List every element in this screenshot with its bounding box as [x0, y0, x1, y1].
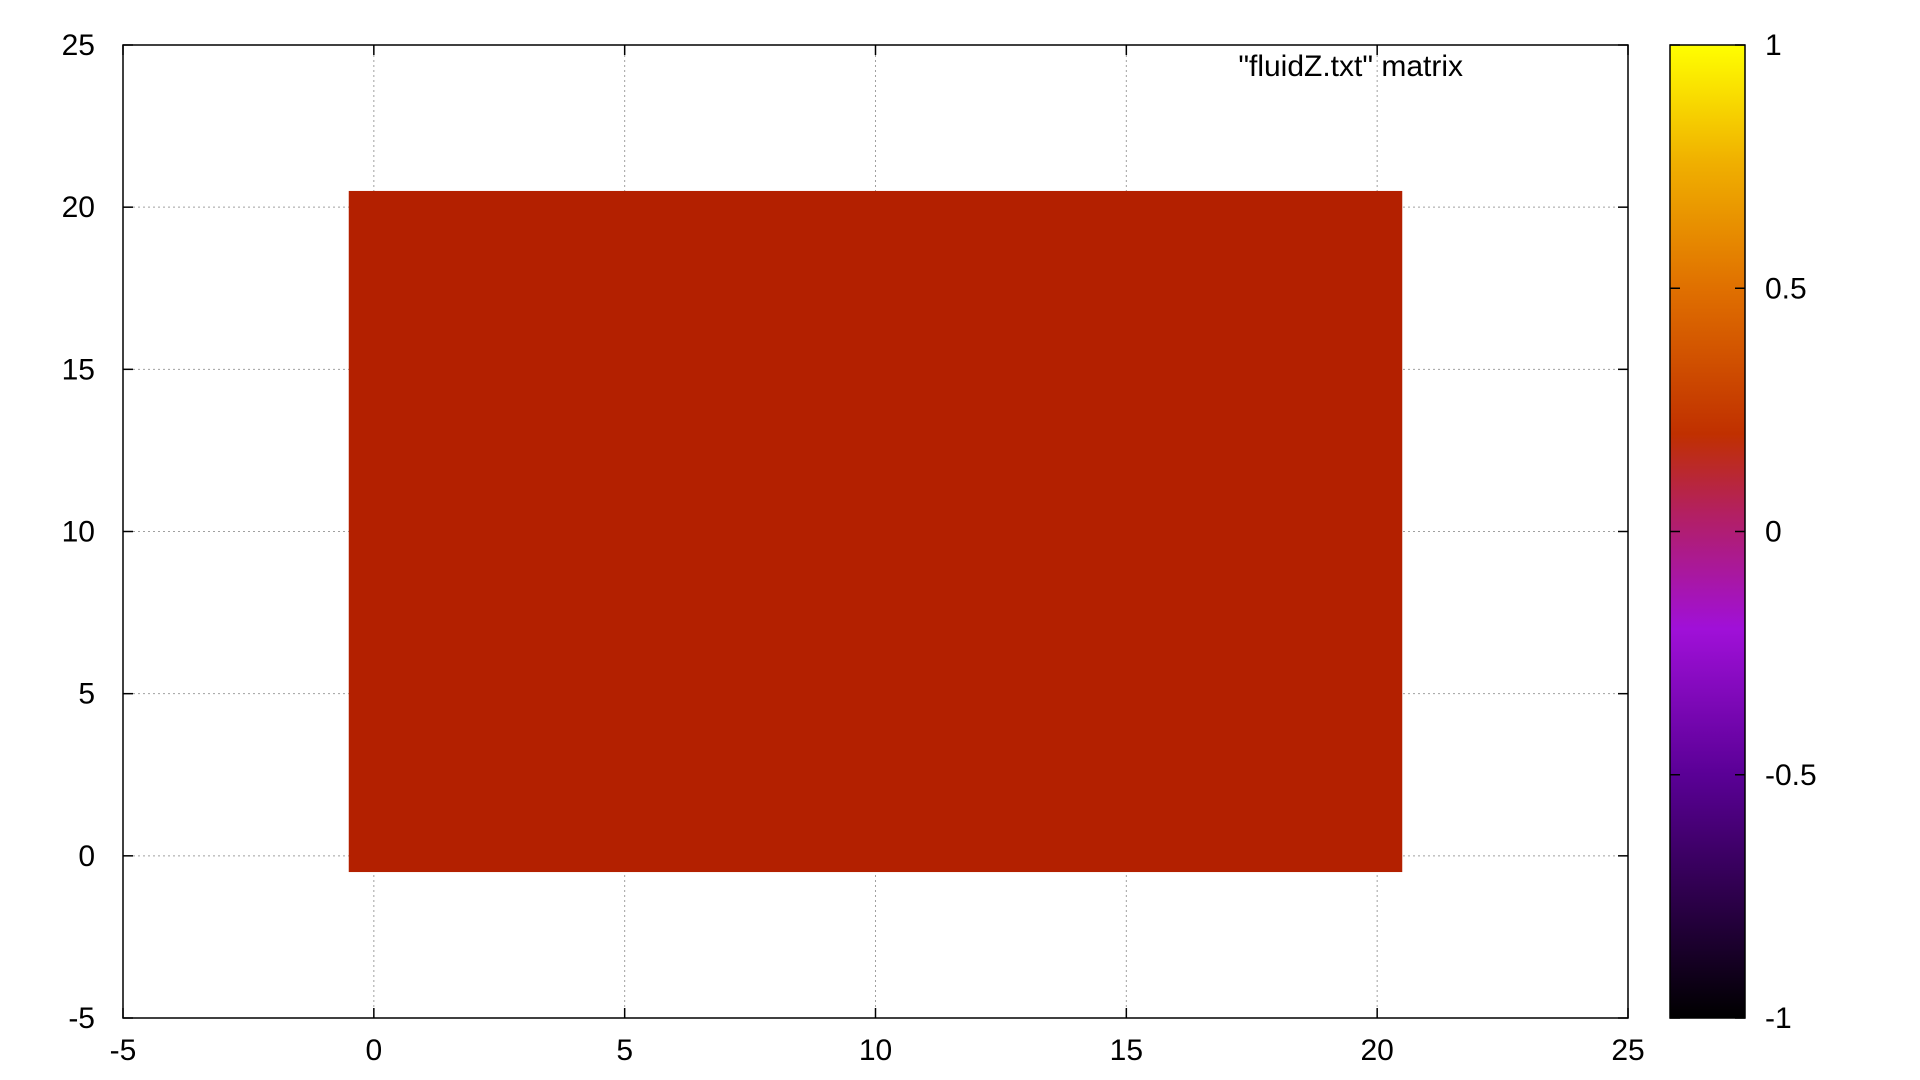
colorbar-tick-label: -0.5 [1765, 759, 1817, 792]
y-tick-label: 10 [62, 516, 95, 549]
x-tick-label: 5 [616, 1034, 633, 1067]
colorbar-tick-label: -1 [1765, 1002, 1792, 1035]
y-tick-label: 0 [78, 840, 95, 873]
colorbar-tick-label: 1 [1765, 29, 1782, 62]
colorbar-tick-label: 0 [1765, 516, 1782, 549]
colorbar-gradient [1670, 45, 1745, 1018]
x-tick-label: -5 [110, 1034, 137, 1067]
x-tick-label: 0 [365, 1034, 382, 1067]
y-tick-label: 25 [62, 29, 95, 62]
x-tick-label: 20 [1360, 1034, 1393, 1067]
y-tick-label: 20 [62, 191, 95, 224]
x-tick-label: 10 [859, 1034, 892, 1067]
x-tick-label: 25 [1611, 1034, 1644, 1067]
y-tick-label: 5 [78, 678, 95, 711]
x-tick-label: 15 [1110, 1034, 1143, 1067]
y-tick-label: 15 [62, 353, 95, 386]
colorbar-tick-label: 0.5 [1765, 272, 1807, 305]
chart-title: "fluidZ.txt" matrix [1238, 50, 1463, 83]
x-axis-ticks: -5 0 5 10 15 20 25 [110, 45, 1645, 1067]
matrix-block [348, 190, 1403, 873]
matrix-area [348, 190, 1403, 873]
colorbar: -1 -0.5 0 0.5 1 [1669, 29, 1817, 1035]
y-axis-ticks: -5 0 5 10 15 20 25 [62, 29, 1628, 1035]
y-tick-label: -5 [68, 1002, 95, 1035]
